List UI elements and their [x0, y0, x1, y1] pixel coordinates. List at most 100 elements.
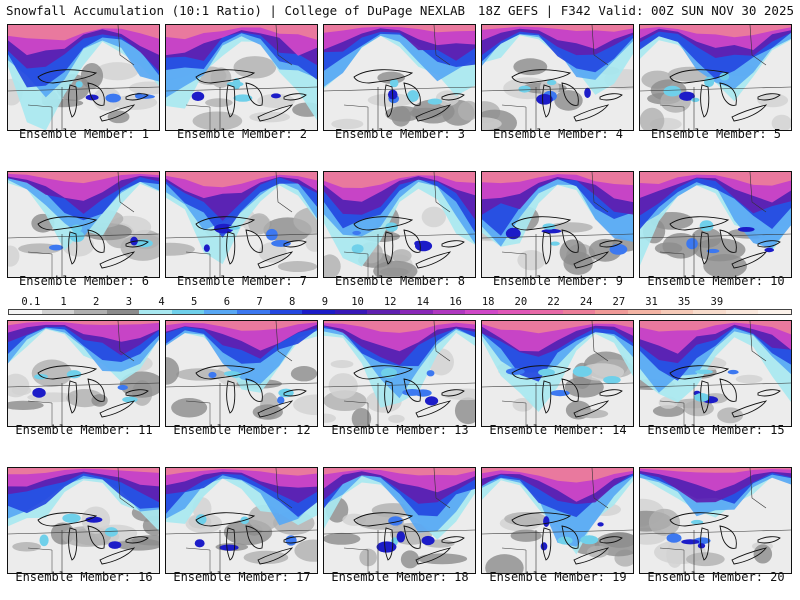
lake-michigan-outline: [542, 527, 552, 561]
ensemble-member-map: [481, 467, 634, 574]
snowfall-map-svg: [166, 172, 317, 277]
province-line: [749, 25, 767, 66]
light-snow-patch: [91, 394, 108, 407]
lake-erie-outline: [99, 547, 136, 565]
snowfall-map-svg: [324, 468, 475, 573]
border-line: [482, 529, 633, 535]
lake-effect-blob: [609, 244, 628, 255]
province-line: [749, 172, 767, 213]
snow-band-contour: [166, 468, 317, 476]
lake-michigan-outline: [68, 527, 78, 561]
light-snow-patch: [485, 554, 524, 573]
header: Snowfall Accumulation (10:1 Ratio) | Col…: [0, 0, 800, 22]
lake-effect-blob: [572, 366, 592, 377]
light-snow-patch: [482, 117, 502, 130]
lake-erie-outline: [573, 400, 610, 418]
lake-effect-blob: [719, 72, 730, 81]
lake-michigan-outline: [226, 84, 236, 118]
light-snow-patch: [324, 532, 361, 545]
state-line: [343, 400, 369, 426]
lake-effect-blob: [538, 368, 555, 377]
snow-band-contour: [482, 25, 633, 32]
province-line: [117, 321, 135, 362]
ensemble-member-map: [7, 467, 160, 574]
lake-effect-blob: [105, 93, 121, 103]
ensemble-member-caption: Ensemble Member: 11: [15, 423, 153, 437]
lake-michigan-outline: [68, 84, 78, 118]
snow-band-contour: [8, 468, 159, 475]
lake-ontario-outline: [125, 389, 149, 397]
light-snow-patch: [717, 407, 744, 424]
province-line: [433, 468, 451, 509]
border-line: [482, 233, 633, 239]
ensemble-member-caption: Ensemble Member: 13: [331, 423, 469, 437]
lake-erie-outline: [573, 547, 610, 565]
ensemble-member-map: [7, 171, 160, 278]
light-snow-patch: [691, 227, 722, 248]
lake-effect-blob: [737, 226, 755, 232]
snowfall-map-svg: [8, 321, 159, 426]
lake-effect-blob: [679, 91, 695, 101]
colorbar-swatch: [627, 310, 661, 314]
state-line: [185, 400, 211, 426]
lake-effect-blob: [104, 527, 118, 537]
province-line: [275, 25, 293, 66]
colorbar-label: 9: [321, 296, 329, 308]
colorbar-label: 27: [612, 296, 626, 308]
snow-band-contour: [166, 25, 317, 40]
state-line: [185, 104, 211, 130]
lake-huron-outline: [245, 82, 263, 106]
state-line: [501, 400, 527, 426]
state-line: [343, 547, 369, 573]
lake-erie-outline: [573, 104, 610, 122]
light-snow-patch: [757, 93, 789, 108]
colorbar-swatches: [8, 309, 792, 315]
ensemble-member-caption: Ensemble Member: 14: [489, 423, 627, 437]
snow-band-contour: [324, 468, 475, 476]
ensemble-member-map: [639, 467, 792, 574]
ensemble-member-caption: Ensemble Member: 15: [647, 423, 785, 437]
snowfall-map-svg: [482, 321, 633, 426]
light-snow-patch: [11, 385, 32, 396]
lake-effect-blob: [686, 238, 698, 250]
light-snow-patch: [293, 206, 317, 235]
light-snow-patch: [513, 58, 548, 76]
state-line: [343, 251, 369, 277]
lake-effect-blob: [666, 533, 682, 543]
border-line: [482, 382, 633, 388]
province-line: [749, 468, 767, 509]
lake-michigan-outline: [68, 380, 78, 414]
light-snow-patch: [294, 539, 317, 562]
ensemble-member-caption: Ensemble Member: 9: [492, 274, 624, 288]
colorbar-label: 35: [677, 296, 691, 308]
colorbar-swatch: [562, 310, 596, 314]
border-line: [640, 382, 791, 388]
colorbar-label: 6: [223, 296, 231, 308]
colorbar-label: 10: [351, 296, 364, 308]
snow-band-contour: [640, 468, 791, 473]
colorbar-swatch: [106, 310, 140, 314]
colorbar-swatch: [204, 310, 238, 314]
ensemble-member-map: [7, 24, 160, 131]
light-snow-patch: [330, 360, 354, 369]
ensemble-member-map: [323, 171, 476, 278]
snowfall-map-svg: [482, 468, 633, 573]
light-snow-patch: [564, 376, 604, 398]
ensemble-member-map: [639, 24, 792, 131]
lake-ontario-outline: [757, 240, 781, 248]
border-line: [8, 529, 159, 535]
snow-band-contour: [8, 321, 159, 342]
lake-ontario-outline: [441, 240, 465, 248]
province-line: [433, 321, 451, 362]
snow-band-contour: [640, 25, 791, 38]
lake-ontario-outline: [125, 536, 149, 544]
lake-effect-blob: [388, 516, 403, 526]
lake-huron-outline: [403, 378, 421, 402]
province-line: [591, 25, 609, 66]
ensemble-member-caption: Ensemble Member: 3: [334, 127, 466, 141]
province-line: [117, 468, 135, 509]
snow-band-contour: [482, 321, 633, 334]
lake-michigan-outline: [226, 380, 236, 414]
lake-huron-outline: [719, 82, 737, 106]
snow-band-contour: [324, 321, 475, 333]
